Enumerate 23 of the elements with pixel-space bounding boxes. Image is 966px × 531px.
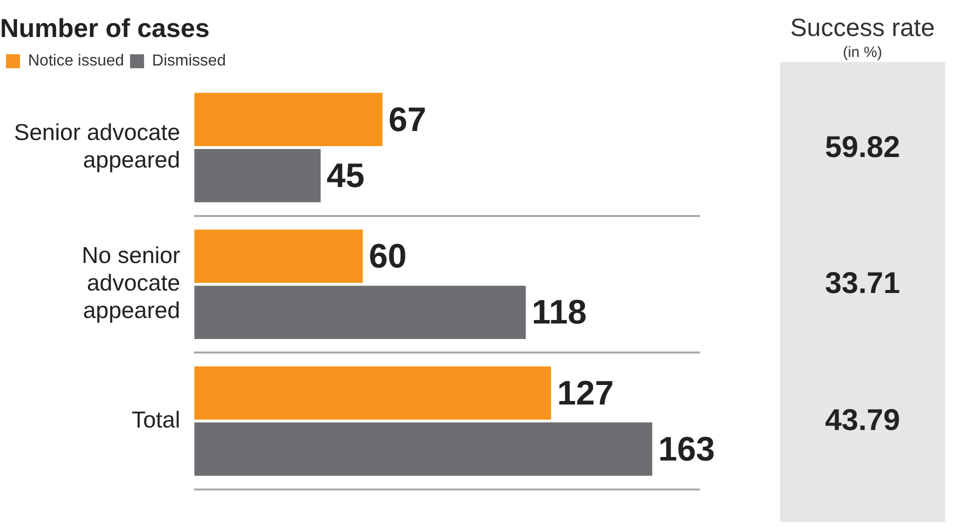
data-label: 45 — [326, 156, 364, 195]
y-tick-label: Total — [132, 406, 180, 432]
data-label: 127 — [557, 374, 614, 412]
bar — [194, 422, 652, 476]
bar — [194, 92, 382, 146]
text: Success rate — [789, 14, 936, 43]
data-label: 163 — [658, 430, 715, 468]
data-label: 60 — [368, 238, 407, 276]
data-label: 33.71 — [824, 267, 902, 302]
bar — [194, 366, 552, 420]
bar — [194, 286, 526, 339]
data-label: 43.79 — [824, 404, 902, 438]
legend-label: Dismissed — [152, 52, 226, 70]
data-label: 118 — [532, 294, 587, 332]
y-tick-label: No senior advocate appeared — [82, 242, 181, 324]
data-label: 67 — [388, 100, 426, 139]
text: (in %) — [842, 44, 884, 61]
chart-title: Number of cases — [0, 12, 210, 43]
y-tick-label: Senior advocate appeared — [14, 119, 180, 173]
data-label: 59.82 — [824, 130, 902, 165]
legend-label: Notice issued — [28, 52, 124, 70]
bar — [194, 230, 363, 283]
bar — [194, 148, 321, 202]
